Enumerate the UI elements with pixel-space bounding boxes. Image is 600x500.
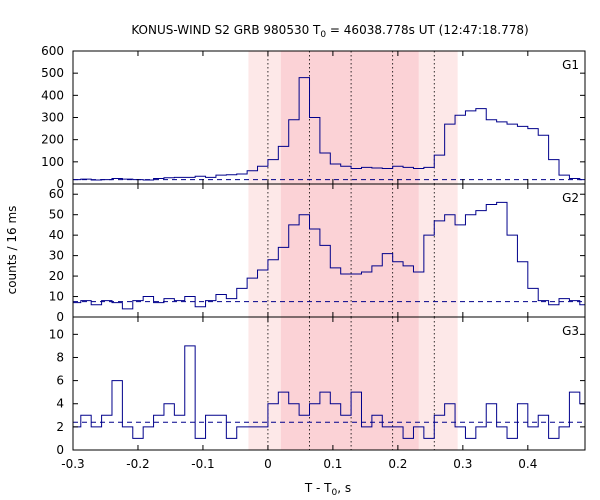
shade-inner-interval — [280, 184, 419, 317]
x-tick-label: 0.3 — [453, 457, 472, 471]
shade-inner-interval — [280, 317, 419, 450]
y-tick-label: 6 — [56, 374, 64, 388]
y-tick-label: 30 — [49, 249, 64, 263]
x-axis-label: T - T0, s — [304, 481, 351, 498]
panel-label: G2 — [562, 191, 579, 205]
x-tick-label: 0.2 — [388, 457, 407, 471]
light-curve-g3 — [73, 345, 585, 439]
panel-g1: 0 100 200 300 400 500 600 G1 — [41, 44, 586, 191]
y-tick-label: 0 — [56, 443, 64, 457]
y-tick-label: 600 — [41, 44, 64, 58]
title-suffix: = 46038.778s UT (12:47:18.778) — [326, 23, 529, 37]
y-tick-label: 50 — [49, 208, 64, 222]
y-tick-label: 8 — [56, 350, 64, 364]
y-tick-label: 300 — [41, 111, 64, 125]
panel-g2: 0 10 20 30 40 50 60 G2 — [49, 183, 586, 324]
chart-title: KONUS-WIND S2 GRB 980530 T0 = 46038.778s… — [131, 23, 528, 40]
y-axis-label: counts / 16 ms — [5, 206, 19, 295]
xlabel-prefix: T - T — [304, 481, 332, 495]
y-tick-label: 2 — [56, 420, 64, 434]
x-tick-label: 0.4 — [518, 457, 537, 471]
title-subscript: 0 — [320, 30, 326, 40]
x-tick-label: 0 — [264, 457, 272, 471]
y-tick-label: 60 — [49, 187, 64, 201]
y-tick-label: 40 — [49, 228, 64, 242]
shade-inner-interval — [280, 51, 419, 184]
x-tick-label: 0.1 — [323, 457, 342, 471]
xlabel-suffix: , s — [337, 481, 351, 495]
y-tick-label: 4 — [56, 397, 64, 411]
light-curve-g1 — [73, 77, 585, 181]
panel-label: G1 — [562, 58, 579, 72]
y-tick-label: 200 — [41, 133, 64, 147]
x-tick-labels: -0.3 -0.2 -0.1 0 0.1 0.2 0.3 0.4 — [61, 457, 537, 471]
y-tick-label: 10 — [49, 290, 64, 304]
xlabel-subscript: 0 — [332, 488, 338, 498]
y-tick-label: 0 — [56, 177, 64, 191]
y-tick-label: 400 — [41, 88, 64, 102]
panel-frame — [72, 316, 586, 451]
x-tick-label: -0.2 — [126, 457, 149, 471]
light-curve-g2 — [73, 201, 585, 310]
x-tick-label: -0.3 — [61, 457, 84, 471]
panels-group: 0 100 200 300 400 500 600 G1 0 10 20 30 40 50 60 G2 0 2 4 6… — [41, 44, 586, 457]
y-tick-label: 0 — [56, 310, 64, 324]
y-tick-label: 10 — [49, 327, 64, 341]
y-tick-label: 100 — [41, 155, 64, 169]
title-prefix: KONUS-WIND S2 GRB 980530 T — [131, 23, 321, 37]
y-tick-label: 500 — [41, 66, 64, 80]
panel-g3: 0 2 4 6 8 10 G3 — [49, 316, 586, 457]
panel-label: G3 — [562, 324, 579, 338]
y-tick-label: 20 — [49, 269, 64, 283]
x-tick-label: -0.1 — [191, 457, 214, 471]
